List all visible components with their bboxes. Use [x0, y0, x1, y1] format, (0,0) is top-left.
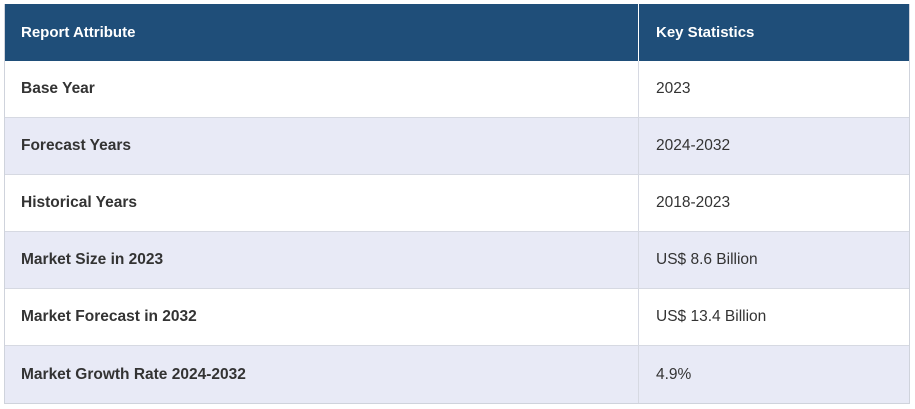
header-key-statistics: Key Statistics [656, 24, 755, 41]
row-value: US$ 13.4 Billion [656, 308, 767, 325]
row-attribute: Historical Years [5, 175, 639, 231]
row-value: US$ 8.6 Billion [656, 251, 758, 268]
row-value: 2018-2023 [656, 194, 731, 211]
row-value: 2023 [656, 80, 691, 97]
row-value: 4.9% [656, 365, 692, 383]
table-header-row: Report Attribute Key Statistics [5, 4, 909, 61]
row-value: 2024-2032 [656, 137, 731, 154]
report-statistics-table: Report Attribute Key Statistics Base Yea… [4, 4, 910, 404]
table-row: Market Size in 2023 US$ 8.6 Billion [5, 232, 909, 289]
row-attribute: Market Growth Rate 2024-2032 [5, 346, 639, 403]
table-row: Base Year 2023 [5, 61, 909, 118]
header-report-attribute: Report Attribute [5, 4, 639, 61]
row-attribute: Market Size in 2023 [5, 232, 639, 288]
table-row: Historical Years 2018-2023 [5, 175, 909, 232]
table-row: Forecast Years 2024-2032 [5, 118, 909, 175]
table-row: Market Growth Rate 2024-2032 4.9% [5, 346, 909, 403]
row-attribute: Forecast Years [5, 118, 639, 174]
table-row: Market Forecast in 2032 US$ 13.4 Billion [5, 289, 909, 346]
row-attribute: Market Forecast in 2032 [5, 289, 639, 345]
row-attribute: Base Year [5, 61, 639, 117]
